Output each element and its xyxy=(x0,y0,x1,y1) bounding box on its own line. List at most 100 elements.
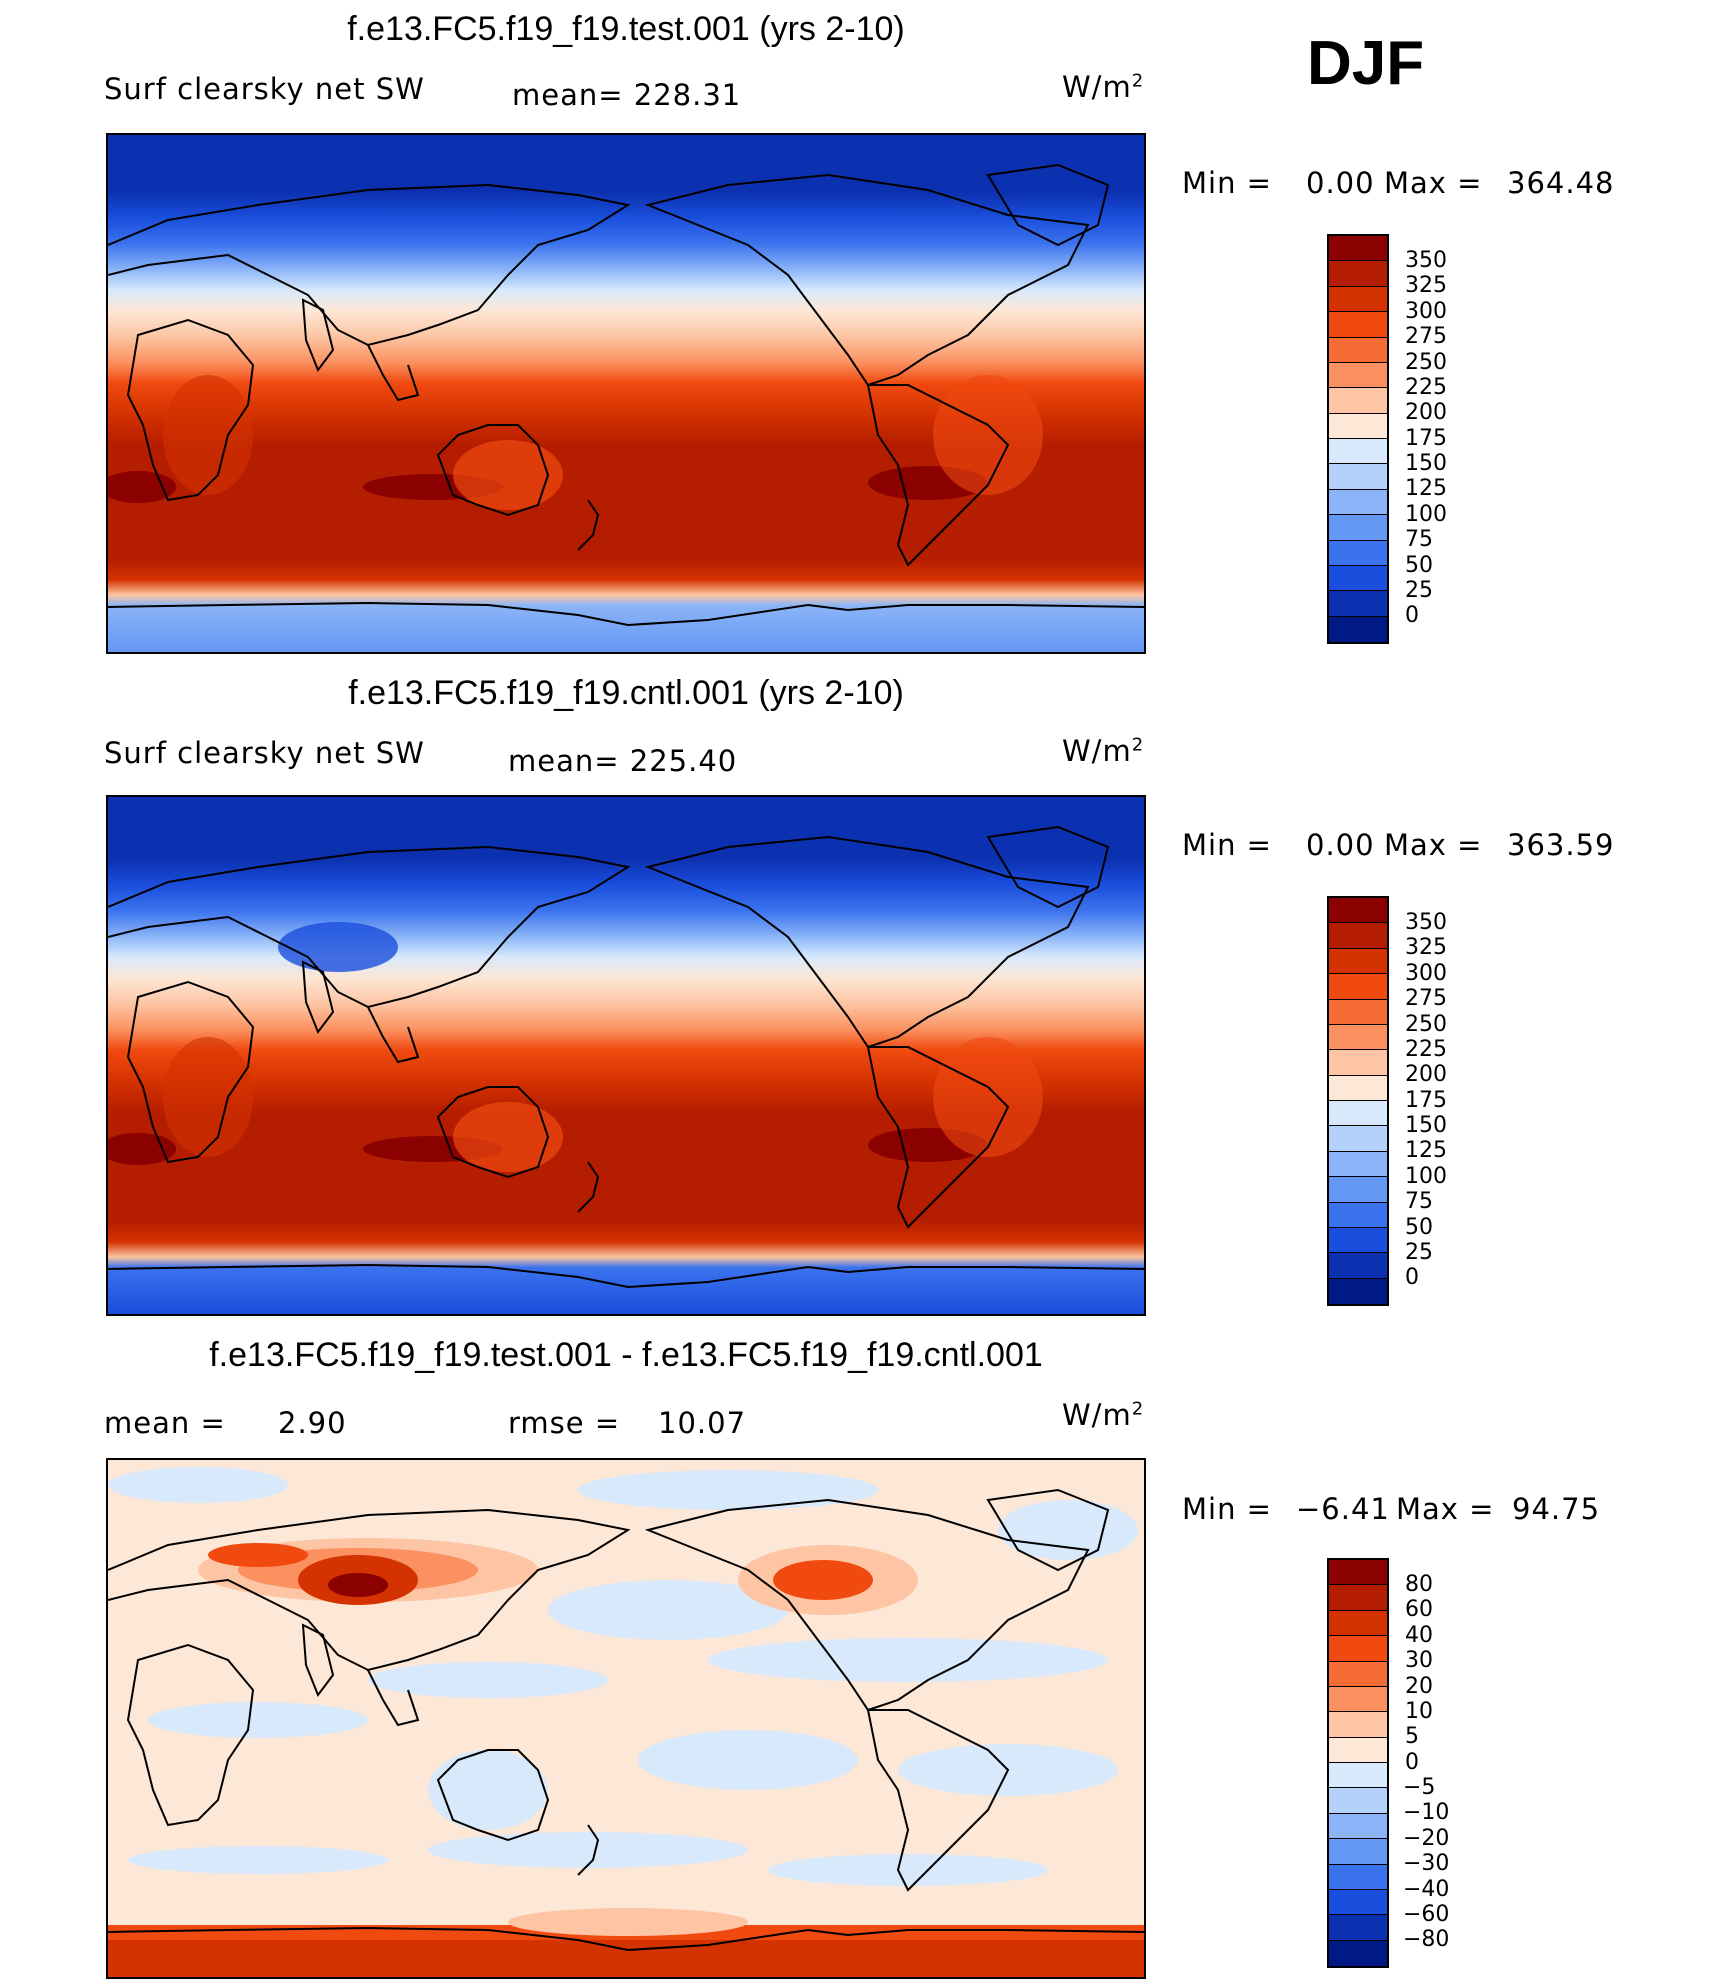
colorbar-segment xyxy=(1329,489,1387,516)
panel-2-mean-label: mean= 225.40 xyxy=(508,744,738,778)
colorbar-tick-label: 200 xyxy=(1405,1062,1447,1088)
panel-2-units: W/m2 xyxy=(1062,734,1145,768)
colorbar-segment xyxy=(1329,286,1387,313)
panel-1-variable-label: Surf clearsky net SW xyxy=(104,72,425,106)
colorbar-tick-label: −5 xyxy=(1403,1775,1436,1800)
colorbar-segment xyxy=(1329,1024,1387,1051)
colorbar-segment xyxy=(1329,1253,1387,1279)
colorbar-tick-label: 75 xyxy=(1405,527,1433,553)
colorbar-segment xyxy=(1329,1050,1387,1076)
panel-3-rmse-label: rmse = xyxy=(508,1406,621,1440)
colorbar-tick-label: 0 xyxy=(1405,1265,1419,1291)
colorbar-tick-label: 25 xyxy=(1405,577,1433,603)
colorbar-segment xyxy=(1329,1889,1387,1916)
colorbar-segment xyxy=(1329,337,1387,363)
panel-3-mean-value: 2.90 xyxy=(278,1406,347,1440)
colorbar-segment xyxy=(1329,974,1387,1000)
colorbar-tick-label: 75 xyxy=(1405,1189,1433,1215)
panel-1-mean-label: mean= 228.31 xyxy=(512,78,742,112)
panel-3-colorbar xyxy=(1327,1558,1389,1968)
colorbar-segment xyxy=(1329,540,1387,566)
colorbar-tick-label: 10 xyxy=(1405,1698,1433,1724)
colorbar-tick-label: 275 xyxy=(1405,324,1447,350)
panel-1-map xyxy=(106,133,1146,654)
colorbar-segment xyxy=(1329,1610,1387,1637)
colorbar-tick-label: 20 xyxy=(1405,1673,1433,1699)
colorbar-tick-label: 175 xyxy=(1405,425,1447,451)
colorbar-segment xyxy=(1329,898,1387,924)
colorbar-tick-label: −30 xyxy=(1403,1851,1450,1877)
colorbar-tick-label: −40 xyxy=(1403,1876,1450,1902)
colorbar-tick-label: 350 xyxy=(1405,910,1447,935)
colorbar-tick-label: 200 xyxy=(1405,400,1447,426)
panel-2-map xyxy=(106,795,1146,1316)
colorbar-segment xyxy=(1329,388,1387,414)
panel-2-max-value: 363.59 xyxy=(1507,828,1615,862)
colorbar-segment xyxy=(1329,1839,1387,1865)
panel-3-max-value: 94.75 xyxy=(1512,1492,1601,1526)
colorbar-tick-label: 250 xyxy=(1405,349,1447,375)
colorbar-tick-label: 30 xyxy=(1405,1648,1433,1674)
colorbar-tick-label: 325 xyxy=(1405,935,1447,961)
panel-1-max-value: 364.48 xyxy=(1507,166,1615,200)
colorbar-segment xyxy=(1329,236,1387,262)
colorbar-segment xyxy=(1329,1585,1387,1611)
season-label: DJF xyxy=(1307,29,1425,98)
panel-2-min-label: Min = xyxy=(1182,828,1272,862)
colorbar-tick-label: 300 xyxy=(1405,298,1447,324)
colorbar-segment xyxy=(1329,616,1387,642)
colorbar-segment xyxy=(1329,261,1387,287)
panel-3-min-value: −6.41 xyxy=(1296,1492,1390,1526)
colorbar-tick-label: 0 xyxy=(1405,603,1419,629)
colorbar-segment xyxy=(1329,1278,1387,1304)
colorbar-segment xyxy=(1329,1788,1387,1814)
panel-1-colorbar xyxy=(1327,234,1389,644)
colorbar-tick-label: 325 xyxy=(1405,273,1447,299)
colorbar-segment xyxy=(1329,923,1387,949)
colorbar-segment xyxy=(1329,1202,1387,1228)
colorbar-tick-label: 5 xyxy=(1405,1724,1419,1750)
panel-3-min-label: Min = xyxy=(1182,1492,1272,1526)
panel-1-units: W/m2 xyxy=(1062,70,1145,104)
colorbar-segment xyxy=(1329,439,1387,465)
panel-1-max-label: Max = xyxy=(1384,166,1483,200)
colorbar-tick-label: 175 xyxy=(1405,1087,1447,1113)
colorbar-tick-label: 60 xyxy=(1405,1597,1433,1623)
colorbar-tick-label: 125 xyxy=(1405,1138,1447,1164)
colorbar-segment xyxy=(1329,591,1387,617)
colorbar-segment xyxy=(1329,1813,1387,1840)
colorbar-segment xyxy=(1329,464,1387,490)
colorbar-segment xyxy=(1329,312,1387,338)
panel-2-min-value: 0.00 xyxy=(1306,828,1375,862)
panel-1-title: f.e13.FC5.f19_f19.test.001 (yrs 2-10) xyxy=(347,10,905,48)
colorbar-tick-label: 150 xyxy=(1405,1113,1447,1138)
panel-1-min-value: 0.00 xyxy=(1306,166,1375,200)
colorbar-tick-label: 50 xyxy=(1405,1214,1433,1240)
panel-2-colorbar xyxy=(1327,896,1389,1306)
colorbar-segment xyxy=(1329,1915,1387,1941)
colorbar-segment xyxy=(1329,1712,1387,1738)
colorbar-tick-label: 225 xyxy=(1405,1036,1447,1062)
colorbar-segment xyxy=(1329,1636,1387,1662)
colorbar-tick-label: 300 xyxy=(1405,960,1447,986)
colorbar-segment xyxy=(1329,948,1387,975)
panel-3-map xyxy=(106,1458,1146,1979)
colorbar-tick-label: 250 xyxy=(1405,1011,1447,1037)
colorbar-tick-label: 125 xyxy=(1405,476,1447,502)
panel-3-units: W/m2 xyxy=(1062,1398,1145,1432)
panel-3-max-label: Max = xyxy=(1396,1492,1495,1526)
colorbar-tick-label: 40 xyxy=(1405,1622,1433,1648)
colorbar-tick-label: 225 xyxy=(1405,374,1447,400)
panel-3-mean-label: mean = xyxy=(104,1406,226,1440)
panel-2-max-label: Max = xyxy=(1384,828,1483,862)
colorbar-segment xyxy=(1329,1560,1387,1586)
colorbar-segment xyxy=(1329,1075,1387,1101)
colorbar-tick-label: 350 xyxy=(1405,248,1447,273)
colorbar-tick-label: 25 xyxy=(1405,1239,1433,1265)
colorbar-segment xyxy=(1329,565,1387,592)
colorbar-segment xyxy=(1329,1864,1387,1890)
panel-3-rmse-value: 10.07 xyxy=(658,1406,747,1440)
colorbar-segment xyxy=(1329,1177,1387,1203)
colorbar-tick-label: 275 xyxy=(1405,986,1447,1012)
colorbar-tick-label: 100 xyxy=(1405,501,1447,527)
